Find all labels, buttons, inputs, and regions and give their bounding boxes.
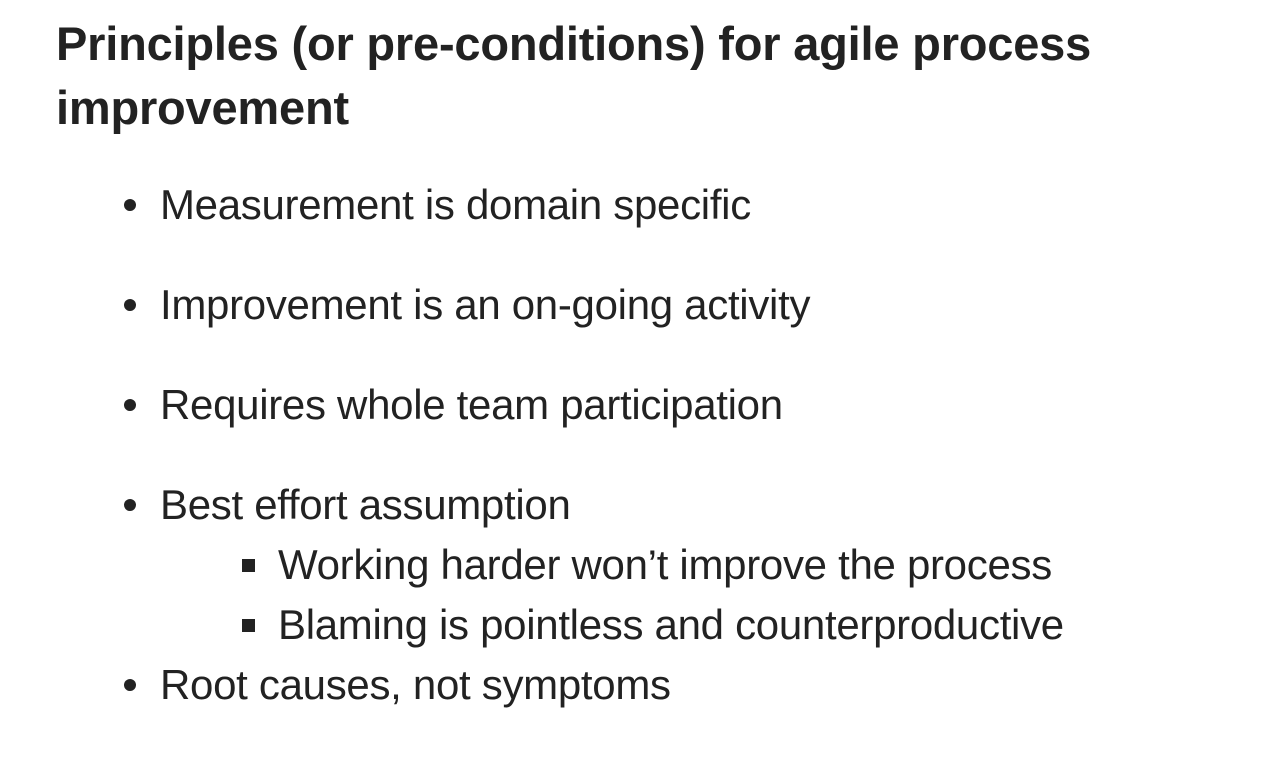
bullet-dot-icon [124, 499, 136, 511]
sub-bullet-text: Blaming is pointless and counterproducti… [278, 601, 1064, 648]
bullet-text: Measurement is domain specific [160, 181, 751, 228]
bullet-dot-icon [124, 679, 136, 691]
sub-bullet-text: Working harder won’t improve the process [278, 541, 1052, 588]
sub-bullet-square-icon [242, 559, 255, 572]
slide-title: Principles (or pre-conditions) for agile… [56, 17, 1092, 134]
bullet-text: Requires whole team participation [160, 381, 783, 428]
bullet-text: Improvement is an on-going activity [160, 281, 811, 328]
sub-bullet-square-icon [242, 619, 255, 632]
bullet-dot-icon [124, 299, 136, 311]
bullet-dot-icon [124, 199, 136, 211]
bullet-dot-icon [124, 399, 136, 411]
bullet-text: Root causes, not symptoms [160, 661, 671, 708]
bullet-text: Best effort assumption [160, 481, 571, 528]
